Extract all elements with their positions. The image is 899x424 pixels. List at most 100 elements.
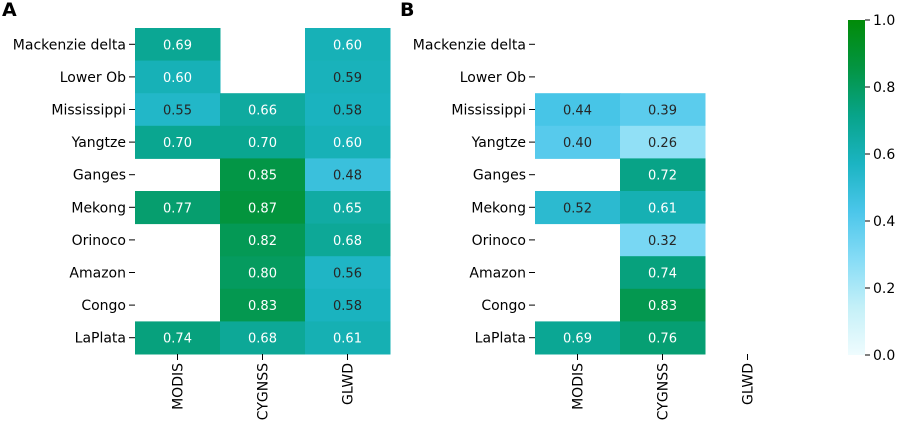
heatmap-cell-a-mackenzie-delta-glwd (305, 28, 391, 62)
cell-value-label: 0.83 (248, 299, 277, 314)
cell-value-label: 0.58 (333, 299, 362, 314)
heatmap-cell-a-mekong-modis (135, 191, 221, 225)
x-tick-label-cygnss: CYGNSS (656, 363, 672, 420)
y-tick-label-orinoco: Orinoco (472, 233, 526, 249)
cell-value-label: 0.52 (563, 201, 592, 216)
heatmap-cell-a-yangtze-glwd (305, 125, 391, 159)
heatmap-cell-b-laplata-cygnss (620, 321, 706, 355)
x-tick-label-modis: MODIS (171, 363, 187, 410)
heatmap-cell-b-congo-cygnss (620, 288, 706, 322)
heatmap-cell-b-mississippi-modis (535, 93, 621, 127)
cell-value-label: 0.40 (563, 136, 592, 151)
y-tick-label-congo: Congo (81, 298, 126, 314)
heatmap-cell-a-yangtze-modis (135, 125, 221, 159)
colorbar-tick-label: 1.0 (873, 13, 895, 29)
y-tick-label-ganges: Ganges (73, 168, 126, 184)
cell-value-label: 0.82 (248, 234, 277, 249)
x-tick-label-glwd: GLWD (741, 363, 757, 405)
colorbar: 0.0 0.2 0.4 0.6 0.8 1.0 (848, 13, 895, 364)
y-tick-label-laplata: LaPlata (475, 331, 526, 347)
cell-value-label: 0.58 (333, 104, 362, 119)
cell-value-label: 0.85 (248, 169, 277, 184)
cell-value-label: 0.77 (163, 201, 192, 216)
y-tick-label-laplata: LaPlata (75, 331, 126, 347)
heatmap-cell-a-lower-ob-glwd (305, 60, 391, 94)
x-tick-label-cygnss: CYGNSS (256, 363, 272, 420)
cell-value-label: 0.72 (648, 169, 677, 184)
heatmap-cell-a-congo-glwd (305, 288, 391, 322)
cell-value-label: 0.74 (648, 267, 677, 282)
heatmap-cell-a-mackenzie-delta-modis (135, 28, 221, 62)
cell-value-label: 0.69 (163, 38, 192, 53)
heatmap-cell-a-mekong-cygnss (220, 191, 306, 225)
cell-value-label: 0.68 (333, 234, 362, 249)
cell-value-label: 0.87 (248, 201, 277, 216)
cell-value-label: 0.60 (163, 71, 192, 86)
colorbar-tick-label: 0.8 (873, 80, 895, 96)
heatmap-cell-a-amazon-glwd (305, 256, 391, 290)
heatmap-cell-b-orinoco-cygnss (620, 223, 706, 257)
cell-value-label: 0.83 (648, 299, 677, 314)
cell-value-label: 0.68 (248, 332, 277, 347)
y-tick-label-yangtze: Yangtze (471, 135, 526, 151)
colorbar-gradient (848, 20, 865, 355)
panel-label-a: A (2, 0, 17, 21)
cell-value-label: 0.76 (648, 332, 677, 347)
heatmap-cell-a-congo-cygnss (220, 288, 306, 322)
heatmap-cell-a-amazon-cygnss (220, 256, 306, 290)
cell-value-label: 0.32 (648, 234, 677, 249)
y-tick-label-mississippi: Mississippi (51, 103, 126, 119)
heatmap-cell-b-ganges-cygnss (620, 158, 706, 192)
heatmap-cell-a-mekong-glwd (305, 191, 391, 225)
cell-value-label: 0.61 (333, 332, 362, 347)
colorbar-tick-label: 0.2 (873, 281, 895, 297)
cell-value-label: 0.60 (333, 38, 362, 53)
heatmap-cell-a-yangtze-cygnss (220, 125, 306, 159)
heatmap-cell-a-orinoco-glwd (305, 223, 391, 257)
heatmap-cell-a-mississippi-modis (135, 93, 221, 127)
heatmap-panel-a: A 0.69 0.60 0.60 0.59 0.55 0.66 0.58 0.70 0.70 0.… (2, 0, 391, 420)
y-tick-label-orinoco: Orinoco (72, 233, 126, 249)
cell-value-label: 0.61 (648, 201, 677, 216)
heatmap-cell-a-orinoco-cygnss (220, 223, 306, 257)
colorbar-tick-label: 0.6 (873, 147, 895, 163)
cell-value-label: 0.39 (648, 104, 677, 119)
y-tick-label-lower-ob: Lower Ob (60, 70, 126, 86)
heatmap-cell-a-ganges-glwd (305, 158, 391, 192)
heatmap-cell-a-mississippi-glwd (305, 93, 391, 127)
heatmap-cell-b-mississippi-cygnss (620, 93, 706, 127)
panel-label-b: B (400, 0, 414, 21)
x-tick-label-modis: MODIS (571, 363, 587, 410)
y-tick-label-congo: Congo (481, 298, 526, 314)
y-tick-label-amazon: Amazon (469, 266, 526, 282)
heatmap-panel-b: B 0.44 0.39 0.40 0.26 0.72 0.52 0.61 0.32 0.74 0.… (400, 0, 757, 420)
y-tick-label-amazon: Amazon (69, 266, 126, 282)
y-tick-label-mackenzie-delta: Mackenzie delta (13, 37, 126, 53)
cell-value-label: 0.26 (648, 136, 677, 151)
heatmap-cell-a-ganges-cygnss (220, 158, 306, 192)
heatmap-cell-a-laplata-modis (135, 321, 221, 355)
heatmap-cell-b-mekong-cygnss (620, 191, 706, 225)
heatmap-cell-b-laplata-modis (535, 321, 621, 355)
cell-value-label: 0.60 (333, 136, 362, 151)
heatmap-cell-b-yangtze-cygnss (620, 125, 706, 159)
heatmap-cell-a-laplata-glwd (305, 321, 391, 355)
cell-value-label: 0.44 (563, 104, 592, 119)
heatmap-cell-a-laplata-cygnss (220, 321, 306, 355)
heatmap-cell-b-amazon-cygnss (620, 256, 706, 290)
x-tick-label-glwd: GLWD (341, 363, 357, 405)
y-tick-label-mekong: Mekong (71, 200, 126, 216)
y-tick-label-ganges: Ganges (473, 168, 526, 184)
heatmap-cell-b-yangtze-modis (535, 125, 621, 159)
y-tick-label-mekong: Mekong (471, 200, 526, 216)
cell-value-label: 0.65 (333, 201, 362, 216)
cell-value-label: 0.59 (333, 71, 362, 86)
heatmap-cell-a-lower-ob-modis (135, 60, 221, 94)
cell-value-label: 0.55 (163, 104, 192, 119)
cell-value-label: 0.48 (333, 169, 362, 184)
cell-value-label: 0.66 (248, 104, 277, 119)
cell-value-label: 0.80 (248, 267, 277, 282)
heatmap-cell-b-mekong-modis (535, 191, 621, 225)
cell-value-label: 0.70 (163, 136, 192, 151)
